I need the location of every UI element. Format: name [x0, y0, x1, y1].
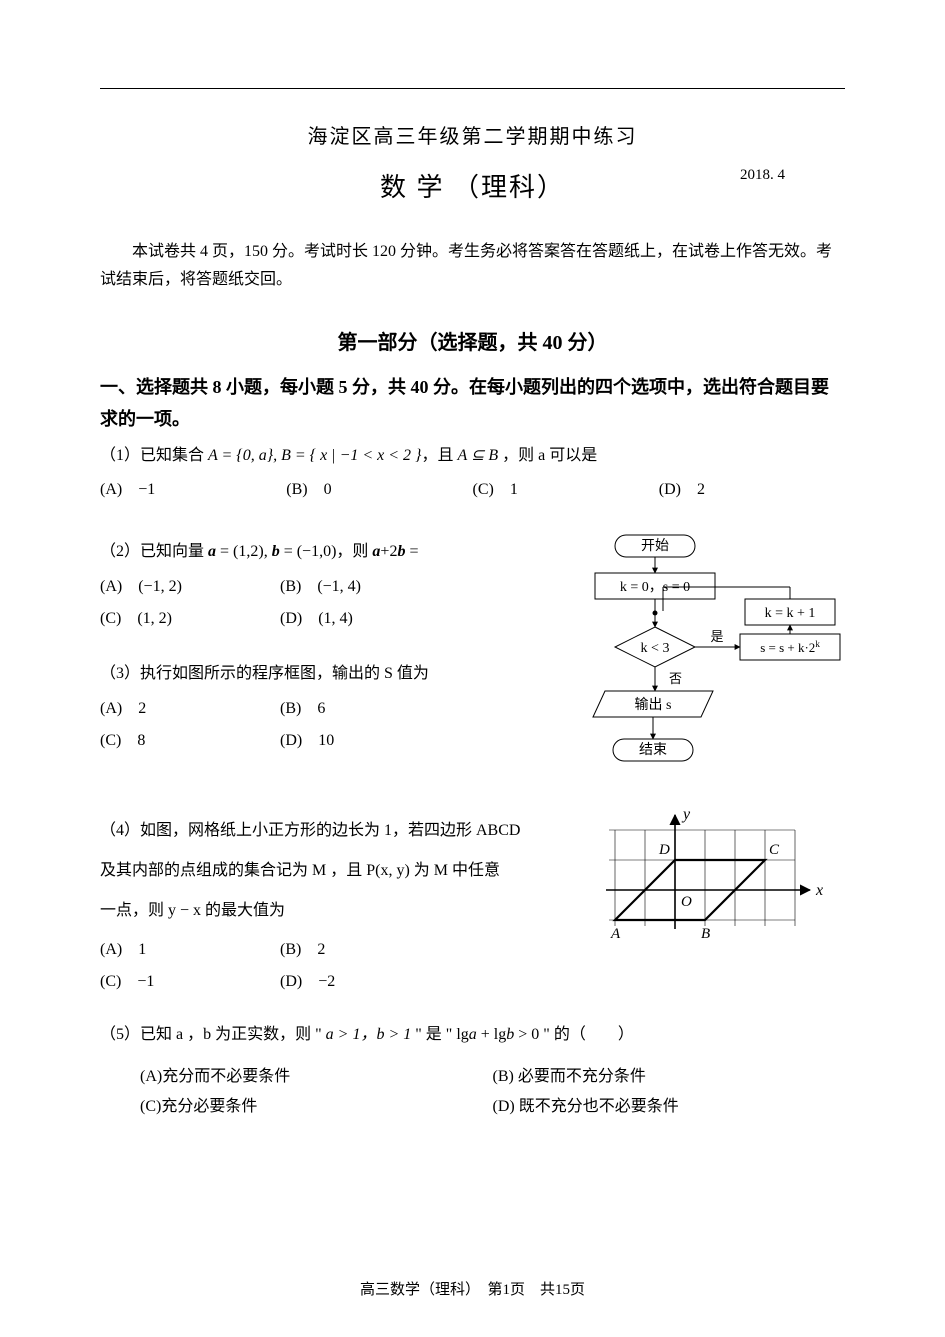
svg-text:B: B [701, 926, 710, 942]
q4-left: （4）如图，网格纸上小正方形的边长为 1，若四边形 ABCD 及其内部的点组成的… [100, 810, 579, 998]
q1-opt-a: (A) −1 [100, 475, 286, 505]
section-instructions: 一、选择题共 8 小题，每小题 5 分，共 40 分。在每小题列出的四个选项中，… [100, 371, 845, 435]
fc-start: 开始 [641, 538, 669, 554]
q2-q3-left: （2）已知向量 a = (1,2), b = (−1,0)，则 a+2b = (… [100, 531, 529, 757]
q2-options: (A) (−1, 2) (B) (−1, 4) (C) (1, 2) (D) (… [100, 571, 460, 635]
q5-stem: （5）已知 a ，b 为正实数，则 " a > 1，b > 1 " 是 " lg… [100, 1020, 845, 1050]
q5-options: (A)充分而不必要条件 (B) 必要而不充分条件 (C)充分必要条件 (D) 既… [100, 1062, 845, 1122]
q1-opt-d: (D) 2 [659, 475, 845, 505]
footer-page-cur: 1 [502, 1282, 510, 1298]
grid-svg: x y O A B C D [595, 810, 845, 990]
fc-body: s = s + k·2k [760, 639, 820, 655]
fc-inc: k = k + 1 [765, 606, 816, 621]
subject-title: 数 学 （理科） [380, 167, 565, 204]
q2-text: （2）已知向量 [100, 543, 208, 560]
q3-opt-c: (C) 8 [100, 725, 280, 757]
q4-line3: 一点，则 y − x 的最大值为 [100, 896, 579, 926]
q2-opt-c: (C) (1, 2) [100, 603, 280, 635]
q5-text-mid: " 是 " [411, 1026, 456, 1043]
svg-text:y: y [681, 810, 691, 823]
footer-suffix: 页 [570, 1282, 585, 1298]
q2-opt-b: (B) (−1, 4) [280, 571, 460, 603]
q4-opt-a: (A) 1 [100, 934, 280, 966]
q2-math-1: a = (1,2), b = (−1,0) [208, 543, 336, 560]
q3-opt-a: (A) 2 [100, 693, 280, 725]
fc-output: 输出 s [635, 697, 672, 713]
subject-row: 数 学 （理科） 2018. 4 [100, 167, 845, 204]
q1-stem: （1）已知集合 A = {0, a}, B = { x | −1 < x < 2… [100, 441, 845, 471]
q1-math-1: A = {0, a}, B = { x | −1 < x < 2 } [208, 447, 421, 464]
q4-opt-d: (D) −2 [280, 966, 460, 998]
q2-text-mid: ，则 [336, 543, 372, 560]
svg-text:O: O [681, 894, 692, 910]
q2-q3-block: （2）已知向量 a = (1,2), b = (−1,0)，则 a+2b = (… [100, 531, 845, 796]
question-4: （4）如图，网格纸上小正方形的边长为 1，若四边形 ABCD 及其内部的点组成的… [100, 816, 579, 998]
q5-opt-c: (C)充分必要条件 [140, 1092, 493, 1122]
q4-options: (A) 1 (B) 2 (C) −1 (D) −2 [100, 934, 460, 998]
part-one-title: 第一部分（选择题，共 40 分） [100, 326, 845, 355]
svg-text:D: D [658, 842, 670, 858]
q5-opt-a: (A)充分而不必要条件 [140, 1062, 493, 1092]
fc-cond: k < 3 [641, 641, 670, 656]
question-2: （2）已知向量 a = (1,2), b = (−1,0)，则 a+2b = (… [100, 537, 529, 635]
question-5: （5）已知 a ，b 为正实数，则 " a > 1，b > 1 " 是 " lg… [100, 1020, 845, 1122]
exam-instructions: 本试卷共 4 页，150 分。考试时长 120 分钟。考生务必将答案答在答题纸上… [100, 238, 845, 294]
q1-opt-b: (B) 0 [286, 475, 472, 505]
page: 海淀区高三年级第二学期期中练习 数 学 （理科） 2018. 4 本试卷共 4 … [0, 0, 945, 1337]
q2-stem: （2）已知向量 a = (1,2), b = (−1,0)，则 a+2b = [100, 537, 529, 567]
exam-title: 海淀区高三年级第二学期期中练习 [100, 120, 845, 149]
q1-math-2: A ⊆ B [457, 447, 498, 464]
exam-date: 2018. 4 [740, 167, 785, 184]
fc-yes: 是 [710, 629, 723, 644]
q4-opt-b: (B) 2 [280, 934, 460, 966]
flowchart-figure: 开始 k = 0，s = 0 k < 3 是 s = s + k·2k [545, 531, 845, 796]
question-1: （1）已知集合 A = {0, a}, B = { x | −1 < x < 2… [100, 441, 845, 505]
q5-opt-b: (B) 必要而不充分条件 [493, 1062, 846, 1092]
q1-options: (A) −1 (B) 0 (C) 1 (D) 2 [100, 475, 845, 505]
horizontal-rule [100, 88, 845, 89]
q2-opt-a: (A) (−1, 2) [100, 571, 280, 603]
footer-mid: 页 共 [510, 1282, 555, 1298]
q4-block: （4）如图，网格纸上小正方形的边长为 1，若四边形 ABCD 及其内部的点组成的… [100, 810, 845, 998]
footer-prefix: 高三数学（理科） 第 [360, 1282, 503, 1298]
fc-end: 结束 [639, 742, 667, 758]
q4-opt-c: (C) −1 [100, 966, 280, 998]
q4-line2: 及其内部的点组成的集合记为 M ，且 P(x, y) 为 M 中任意 [100, 856, 579, 886]
q2-opt-d: (D) (1, 4) [280, 603, 460, 635]
q5-text-suf: " 的（ ） [539, 1026, 634, 1043]
q1-text-mid: ，且 [421, 447, 457, 464]
q3-opt-d: (D) 10 [280, 725, 460, 757]
q5-text: （5）已知 a ，b 为正实数，则 " [100, 1026, 326, 1043]
svg-text:x: x [815, 882, 823, 899]
q3-options: (A) 2 (B) 6 (C) 8 (D) 10 [100, 693, 460, 757]
q5-math-1: a > 1，b > 1 [326, 1026, 412, 1043]
q5-math-2: lga + lgb > 0 [456, 1026, 539, 1043]
flowchart-svg: 开始 k = 0，s = 0 k < 3 是 s = s + k·2k [545, 531, 845, 791]
q1-text-suf: ，则 a 可以是 [498, 447, 597, 464]
page-footer: 高三数学（理科） 第1页 共15页 [0, 1278, 945, 1299]
q3-opt-b: (B) 6 [280, 693, 460, 725]
svg-text:A: A [610, 926, 621, 942]
q1-text: （1）已知集合 [100, 447, 208, 464]
q1-opt-c: (C) 1 [473, 475, 659, 505]
question-3: （3）执行如图所示的程序框图，输出的 S 值为 (A) 2 (B) 6 (C) … [100, 659, 529, 757]
grid-figure: x y O A B C D [595, 810, 845, 995]
fc-no: 否 [669, 671, 682, 686]
q5-opt-d: (D) 既不充分也不必要条件 [493, 1092, 846, 1122]
q3-stem: （3）执行如图所示的程序框图，输出的 S 值为 [100, 659, 529, 689]
svg-text:C: C [769, 842, 780, 858]
footer-page-total: 15 [555, 1282, 570, 1298]
q2-math-2: a+2b = [372, 543, 418, 560]
q4-line1: （4）如图，网格纸上小正方形的边长为 1，若四边形 ABCD [100, 816, 579, 846]
